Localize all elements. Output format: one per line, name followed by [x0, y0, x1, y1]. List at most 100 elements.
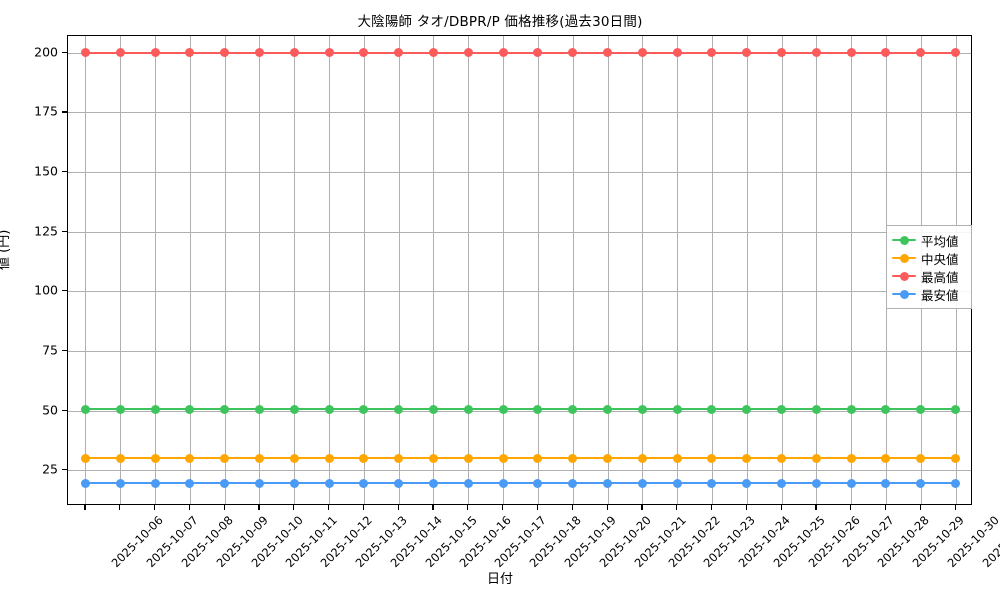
data-point-marker[interactable]: [916, 404, 926, 414]
data-point-marker[interactable]: [777, 453, 787, 463]
data-point-marker[interactable]: [603, 453, 613, 463]
data-point-marker[interactable]: [881, 478, 891, 488]
data-point-marker[interactable]: [881, 48, 891, 58]
data-point-marker[interactable]: [811, 404, 821, 414]
data-point-marker[interactable]: [359, 404, 369, 414]
data-point-marker[interactable]: [707, 453, 717, 463]
data-point-marker[interactable]: [672, 48, 682, 58]
data-point-marker[interactable]: [254, 453, 264, 463]
data-point-marker[interactable]: [672, 404, 682, 414]
data-point-marker[interactable]: [394, 48, 404, 58]
data-point-marker[interactable]: [428, 453, 438, 463]
data-point-marker[interactable]: [742, 404, 752, 414]
data-point-marker[interactable]: [951, 478, 961, 488]
data-point-marker[interactable]: [150, 453, 160, 463]
data-point-marker[interactable]: [289, 453, 299, 463]
data-point-marker[interactable]: [672, 453, 682, 463]
data-point-marker[interactable]: [881, 453, 891, 463]
data-point-marker[interactable]: [289, 404, 299, 414]
data-point-marker[interactable]: [533, 404, 543, 414]
data-point-marker[interactable]: [254, 48, 264, 58]
data-point-marker[interactable]: [220, 404, 230, 414]
data-point-marker[interactable]: [220, 453, 230, 463]
data-point-marker[interactable]: [254, 404, 264, 414]
data-point-marker[interactable]: [533, 478, 543, 488]
data-point-marker[interactable]: [707, 404, 717, 414]
data-point-marker[interactable]: [568, 404, 578, 414]
data-point-marker[interactable]: [115, 453, 125, 463]
data-point-marker[interactable]: [289, 48, 299, 58]
data-point-marker[interactable]: [359, 453, 369, 463]
data-point-marker[interactable]: [463, 404, 473, 414]
data-point-marker[interactable]: [707, 48, 717, 58]
legend-item[interactable]: 最高値: [892, 267, 965, 285]
data-point-marker[interactable]: [672, 478, 682, 488]
data-point-marker[interactable]: [742, 453, 752, 463]
data-point-marker[interactable]: [185, 453, 195, 463]
data-point-marker[interactable]: [394, 478, 404, 488]
data-point-marker[interactable]: [185, 48, 195, 58]
legend-item[interactable]: 中央値: [892, 249, 965, 267]
data-point-marker[interactable]: [394, 404, 404, 414]
data-point-marker[interactable]: [846, 478, 856, 488]
data-point-marker[interactable]: [428, 404, 438, 414]
data-point-marker[interactable]: [568, 478, 578, 488]
data-point-marker[interactable]: [951, 48, 961, 58]
data-point-marker[interactable]: [289, 478, 299, 488]
data-point-marker[interactable]: [951, 453, 961, 463]
data-point-marker[interactable]: [568, 453, 578, 463]
data-point-marker[interactable]: [777, 478, 787, 488]
data-point-marker[interactable]: [359, 48, 369, 58]
data-point-marker[interactable]: [220, 478, 230, 488]
data-point-marker[interactable]: [742, 478, 752, 488]
data-point-marker[interactable]: [324, 48, 334, 58]
data-point-marker[interactable]: [916, 48, 926, 58]
data-point-marker[interactable]: [324, 478, 334, 488]
data-point-marker[interactable]: [115, 48, 125, 58]
data-point-marker[interactable]: [707, 478, 717, 488]
data-point-marker[interactable]: [881, 404, 891, 414]
data-point-marker[interactable]: [220, 48, 230, 58]
data-point-marker[interactable]: [811, 453, 821, 463]
data-point-marker[interactable]: [428, 478, 438, 488]
data-point-marker[interactable]: [150, 404, 160, 414]
data-point-marker[interactable]: [498, 48, 508, 58]
data-point-marker[interactable]: [951, 404, 961, 414]
data-point-marker[interactable]: [150, 478, 160, 488]
data-point-marker[interactable]: [80, 478, 90, 488]
data-point-marker[interactable]: [533, 453, 543, 463]
data-point-marker[interactable]: [150, 48, 160, 58]
data-point-marker[interactable]: [846, 453, 856, 463]
data-point-marker[interactable]: [463, 453, 473, 463]
data-point-marker[interactable]: [811, 478, 821, 488]
data-point-marker[interactable]: [777, 48, 787, 58]
data-point-marker[interactable]: [80, 453, 90, 463]
data-point-marker[interactable]: [463, 478, 473, 488]
data-point-marker[interactable]: [777, 404, 787, 414]
data-point-marker[interactable]: [846, 48, 856, 58]
data-point-marker[interactable]: [568, 48, 578, 58]
data-point-marker[interactable]: [185, 404, 195, 414]
data-point-marker[interactable]: [811, 48, 821, 58]
legend-item[interactable]: 最安値: [892, 285, 965, 303]
data-point-marker[interactable]: [394, 453, 404, 463]
data-point-marker[interactable]: [80, 48, 90, 58]
data-point-marker[interactable]: [603, 48, 613, 58]
data-point-marker[interactable]: [916, 453, 926, 463]
data-point-marker[interactable]: [637, 48, 647, 58]
data-point-marker[interactable]: [637, 404, 647, 414]
data-point-marker[interactable]: [254, 478, 264, 488]
data-point-marker[interactable]: [603, 404, 613, 414]
data-point-marker[interactable]: [498, 404, 508, 414]
data-point-marker[interactable]: [603, 478, 613, 488]
data-point-marker[interactable]: [637, 478, 647, 488]
data-point-marker[interactable]: [637, 453, 647, 463]
data-point-marker[interactable]: [115, 404, 125, 414]
legend-item[interactable]: 平均値: [892, 231, 965, 249]
data-point-marker[interactable]: [916, 478, 926, 488]
data-point-marker[interactable]: [324, 453, 334, 463]
data-point-marker[interactable]: [463, 48, 473, 58]
data-point-marker[interactable]: [742, 48, 752, 58]
data-point-marker[interactable]: [533, 48, 543, 58]
data-point-marker[interactable]: [498, 453, 508, 463]
